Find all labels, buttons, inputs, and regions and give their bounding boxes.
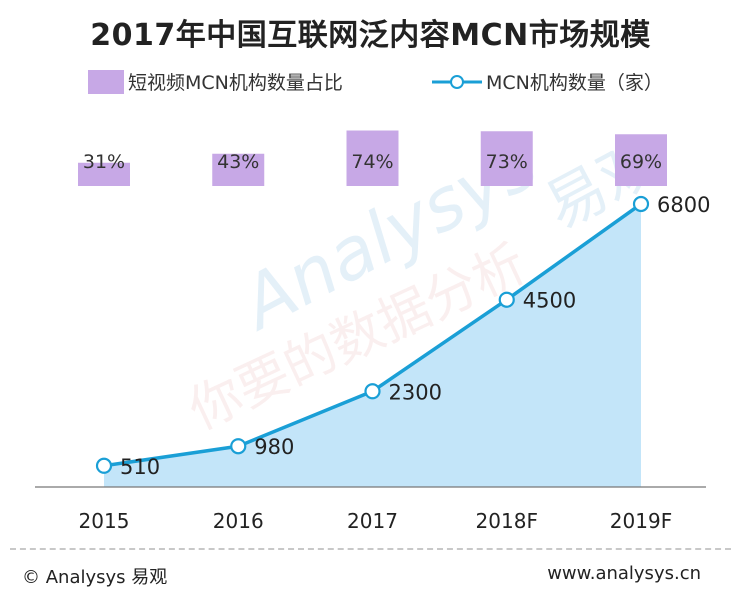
share-boxes: 31% 43% 74% 73% 69%: [78, 130, 667, 186]
x-axis-ticks: 2015 2016 2017 2018F 2019F: [79, 509, 673, 533]
legend-swatch-count: [432, 74, 482, 89]
share-label: 69%: [620, 151, 662, 173]
share-label: 31%: [83, 151, 125, 173]
x-tick-label: 2018F: [476, 509, 538, 533]
legend-item-count: MCN机构数量（家）: [432, 68, 663, 95]
count-point: [364, 383, 381, 400]
share-box: [346, 130, 399, 186]
share-label: 73%: [486, 151, 528, 173]
legend-label-count: MCN机构数量（家）: [486, 72, 663, 94]
chart-plot: 易观 Analysys 你要的数据分析 31% 43% 74% 73% 69% 5109…: [35, 121, 710, 533]
count-value-label: 4500: [523, 289, 576, 313]
footer-copyright: © Analysys 易观: [22, 567, 168, 588]
share-label: 43%: [217, 151, 259, 173]
footer-website: www.analysys.cn: [547, 563, 701, 584]
count-point: [230, 438, 247, 455]
count-value-label: 2300: [389, 380, 442, 404]
footer-divider: [10, 548, 731, 550]
x-tick-label: 2016: [213, 509, 264, 533]
count-point: [498, 291, 515, 308]
x-tick-label: 2015: [79, 509, 130, 533]
count-value-label: 510: [120, 455, 160, 479]
chart-title: 2017年中国互联网泛内容MCN市场规模: [90, 18, 651, 53]
legend-swatch-share: [88, 69, 124, 94]
share-box: [480, 131, 533, 186]
area-layer: [104, 204, 641, 487]
count-value-label: 6800: [657, 193, 710, 217]
legend: 短视频MCN机构数量占比 MCN机构数量（家）: [0, 68, 741, 98]
legend-item-share: 短视频MCN机构数量占比: [88, 68, 343, 95]
count-area: [104, 204, 641, 487]
x-tick-label: 2017: [347, 509, 398, 533]
share-box: [78, 162, 130, 186]
share-label: 74%: [351, 151, 393, 173]
legend-label-share: 短视频MCN机构数量占比: [128, 72, 343, 94]
share-box: [615, 134, 667, 186]
count-line-layer: 510 980 2300 4500 6800: [95, 193, 710, 479]
share-box: [212, 153, 265, 186]
count-point: [95, 457, 113, 474]
count-point: [632, 195, 650, 213]
count-value-label: 980: [254, 435, 294, 459]
x-tick-label: 2019F: [610, 509, 672, 533]
